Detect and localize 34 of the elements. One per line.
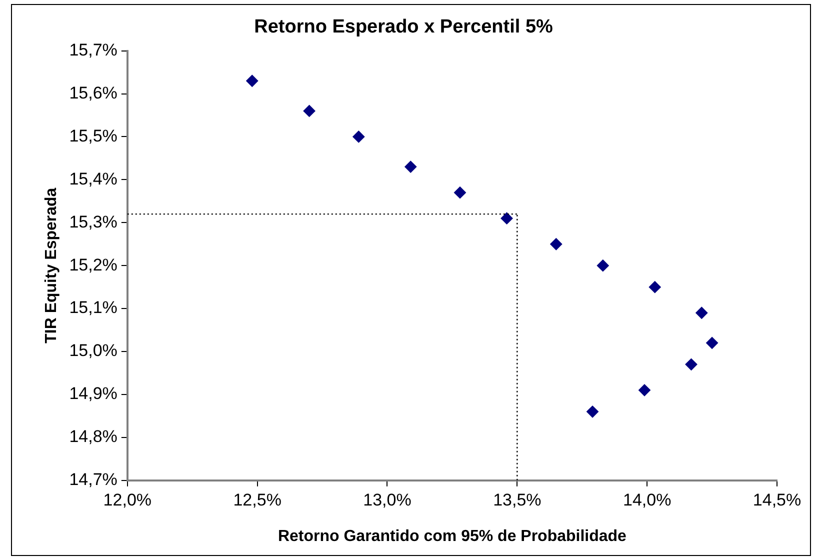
- point: [246, 74, 258, 87]
- point: [550, 238, 562, 250]
- point: [500, 212, 513, 224]
- x-tick-label: 14,0%: [622, 490, 672, 510]
- y-tick-label: 14,9%: [69, 384, 118, 404]
- point: [352, 130, 365, 143]
- point: [586, 406, 599, 418]
- y-tick-label: 14,8%: [69, 427, 118, 446]
- point: [638, 384, 650, 396]
- y-tick-label: 15,3%: [69, 212, 118, 232]
- y-tick-label: 15,6%: [69, 83, 118, 102]
- point: [596, 260, 609, 272]
- x-tick-label: 13,0%: [363, 490, 412, 510]
- y-tick-label: 15,5%: [69, 126, 118, 146]
- point: [454, 186, 466, 199]
- point: [648, 281, 661, 294]
- x-tick-label: 14,5%: [752, 490, 802, 510]
- y-tick-label: 15,7%: [69, 40, 118, 60]
- x-tick-label: 12,0%: [103, 490, 152, 510]
- point: [685, 358, 698, 370]
- point: [696, 306, 708, 319]
- chart-title: Retorno Esperado x Percentil 5%: [254, 16, 554, 38]
- x-tick-label: 12,5%: [233, 490, 282, 510]
- y-tick-label: 15,4%: [69, 169, 118, 188]
- y-tick-label: 14,7%: [69, 470, 118, 490]
- y-tick-label: 15,0%: [69, 341, 118, 360]
- y-tick-label: 15,2%: [69, 255, 118, 274]
- point: [706, 336, 718, 349]
- x-tick-label: 13,5%: [493, 490, 542, 510]
- point: [303, 104, 316, 117]
- point: [404, 160, 417, 173]
- y-axis-title: TIR Equity Esperada: [43, 188, 60, 344]
- y-tick-label: 15,1%: [69, 298, 118, 318]
- x-axis-title: Retorno Garantido com 95% de Probabilidade: [278, 528, 627, 545]
